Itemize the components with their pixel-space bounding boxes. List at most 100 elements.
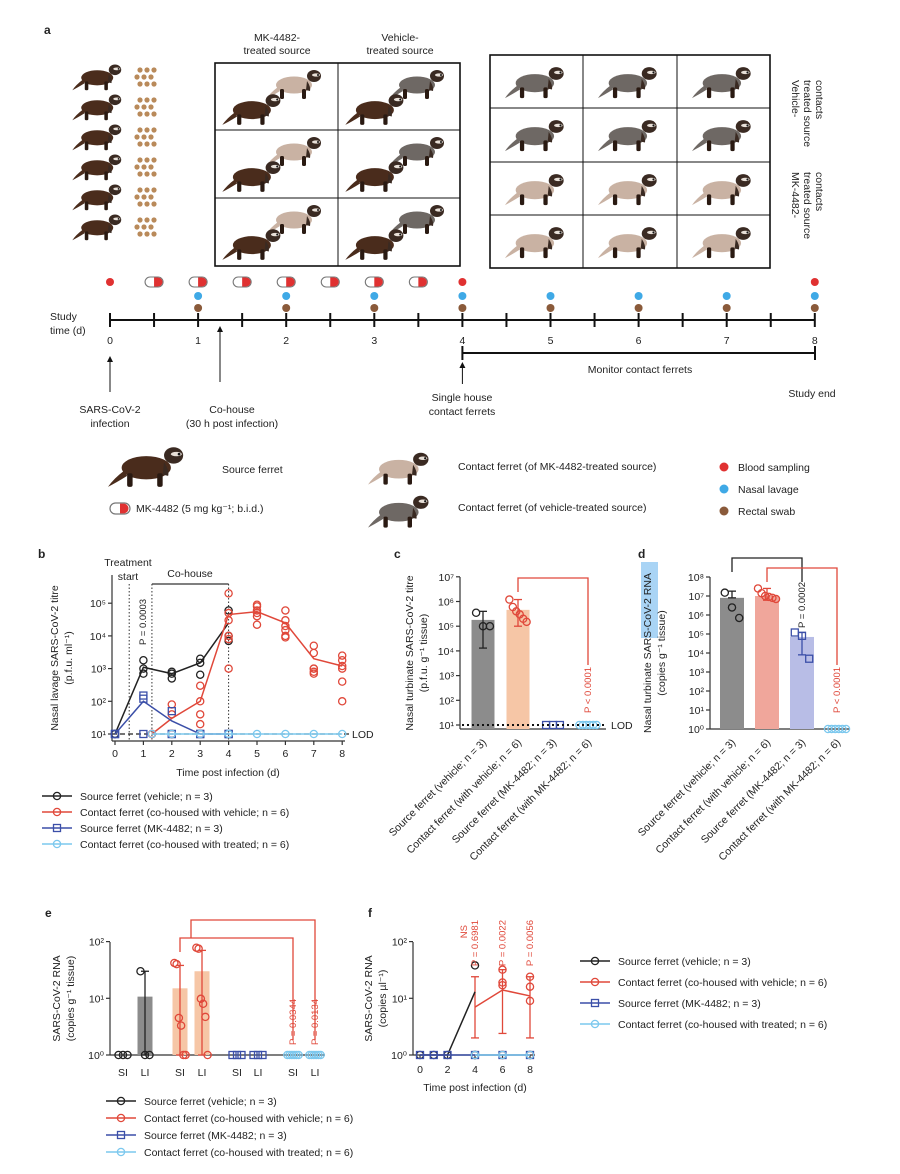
blood-sampling-icon — [810, 278, 819, 286]
legend-item: Contact ferret (co-housed with treated; … — [106, 1147, 353, 1159]
nasal-lavage-icon — [810, 292, 819, 300]
data-point — [309, 664, 319, 673]
vehicle-box-title-2: treated source — [366, 45, 433, 57]
source-ferret-icon — [72, 214, 122, 241]
x-axis-label: Time post infection (d) — [423, 1082, 526, 1094]
data-point — [123, 1050, 132, 1060]
data-point — [139, 656, 148, 665]
data-point — [309, 729, 319, 739]
data-point — [797, 631, 807, 640]
p-value: P < 0.0001 — [832, 667, 843, 713]
data-point — [281, 616, 290, 625]
data-point — [337, 697, 347, 706]
x-tick-label: 6 — [282, 748, 288, 760]
data-point — [167, 674, 177, 683]
y-tick-label: 10⁰ — [688, 724, 705, 736]
data-point — [294, 1050, 303, 1060]
bar — [755, 596, 779, 729]
legend-marker — [590, 998, 600, 1008]
panel-label-c: c — [394, 547, 401, 561]
nasal-lavage-icon — [282, 292, 291, 300]
y-tick-label: 10⁷ — [439, 572, 455, 584]
y-tick-label: 10² — [439, 695, 455, 707]
x-tick-label: 3 — [197, 748, 203, 760]
bar-group — [305, 1050, 325, 1060]
data-point — [195, 681, 205, 690]
series-line — [474, 989, 531, 1008]
y-tick-label: 10⁵ — [90, 598, 106, 610]
data-point — [337, 677, 347, 686]
legend-item: Contact ferret (co-housed with treated; … — [580, 1019, 827, 1031]
source-ferret-icon — [72, 124, 122, 151]
contact-ferret-vehicle-icon — [368, 495, 429, 528]
x-tick-label: 0 — [112, 748, 118, 760]
data-point — [309, 648, 319, 658]
x-tick-label: SI — [288, 1067, 298, 1079]
timeline-tick-label: 2 — [283, 335, 289, 347]
data-point — [181, 1050, 190, 1060]
legend-item: Source ferret (vehicle; n = 3) — [42, 791, 213, 803]
nasal-lavage-icon — [634, 292, 643, 300]
single-house-arrow-head — [459, 362, 466, 368]
legend-label: Contact ferret (co-housed with treated; … — [618, 1019, 827, 1031]
timeline-tick-label: 8 — [812, 335, 818, 347]
data-point — [195, 654, 205, 664]
bar-group — [228, 1050, 246, 1060]
study-end-label: Study end — [788, 388, 835, 400]
data-point — [281, 606, 290, 615]
series-3 — [470, 1050, 535, 1060]
x-axis-label: Time post infection (d) — [176, 767, 279, 779]
data-point — [195, 719, 205, 729]
data-point — [281, 729, 290, 739]
legend-item: Source ferret (vehicle; n = 3) — [580, 956, 751, 968]
y-axis-label: SARS-CoV-2 RNA — [363, 955, 375, 1041]
y-tick-label: 10³ — [91, 664, 107, 676]
x-tick-label: 5 — [254, 748, 260, 760]
legend-label: Source ferret (vehicle; n = 3) — [144, 1096, 277, 1108]
nasal-lavage-icon — [719, 484, 729, 494]
data-point — [145, 1050, 154, 1060]
data-point — [167, 669, 177, 678]
y-axis-label: (p.f.u. ml⁻¹) — [63, 631, 75, 684]
y-tick-label: 10¹ — [392, 993, 408, 1005]
data-point — [195, 697, 205, 706]
data-point — [195, 710, 205, 719]
legend-marker — [590, 977, 600, 987]
data-point — [470, 961, 480, 970]
data-point — [281, 633, 290, 642]
data-point — [443, 1050, 452, 1060]
x-tick-label: LI — [198, 1067, 207, 1079]
bar-group — [192, 943, 212, 1060]
legend-source-ferret: Source ferret — [222, 464, 283, 476]
data-point — [224, 589, 233, 598]
series-line — [420, 991, 476, 1056]
legend-mk4482: MK-4482 (5 mg kg⁻¹; b.i.d.) — [136, 503, 264, 515]
significance-bracket — [731, 557, 803, 582]
bar-group — [114, 1050, 132, 1060]
data-point — [768, 593, 777, 603]
data-point — [790, 628, 799, 637]
infection-arrow-head — [107, 356, 113, 362]
bar-group — [283, 1050, 303, 1060]
data-point — [136, 966, 145, 976]
data-point — [727, 603, 737, 612]
lod-label: LOD — [611, 720, 633, 732]
data-point — [224, 631, 233, 641]
data-point — [252, 620, 262, 629]
x-tick-label: LI — [254, 1067, 263, 1079]
y-tick-label: 10⁶ — [438, 597, 454, 609]
food-pellets-icon — [134, 97, 157, 117]
x-tick-label: SI — [118, 1067, 128, 1079]
data-point — [194, 944, 203, 953]
y-tick-label: 10² — [89, 937, 105, 949]
data-point — [176, 1021, 186, 1030]
data-point — [485, 621, 495, 631]
data-point — [337, 729, 347, 739]
timeline-tick-label: 6 — [636, 335, 642, 347]
chart-e: 10⁰ 10¹ 10² SARS-CoV-2 RNA (copies g⁻¹ tissu… — [51, 919, 353, 1159]
x-tick-label: 4 — [472, 1064, 478, 1076]
data-point — [201, 1012, 210, 1022]
x-tick-label: 2 — [169, 748, 175, 760]
bar-group — [790, 628, 814, 729]
